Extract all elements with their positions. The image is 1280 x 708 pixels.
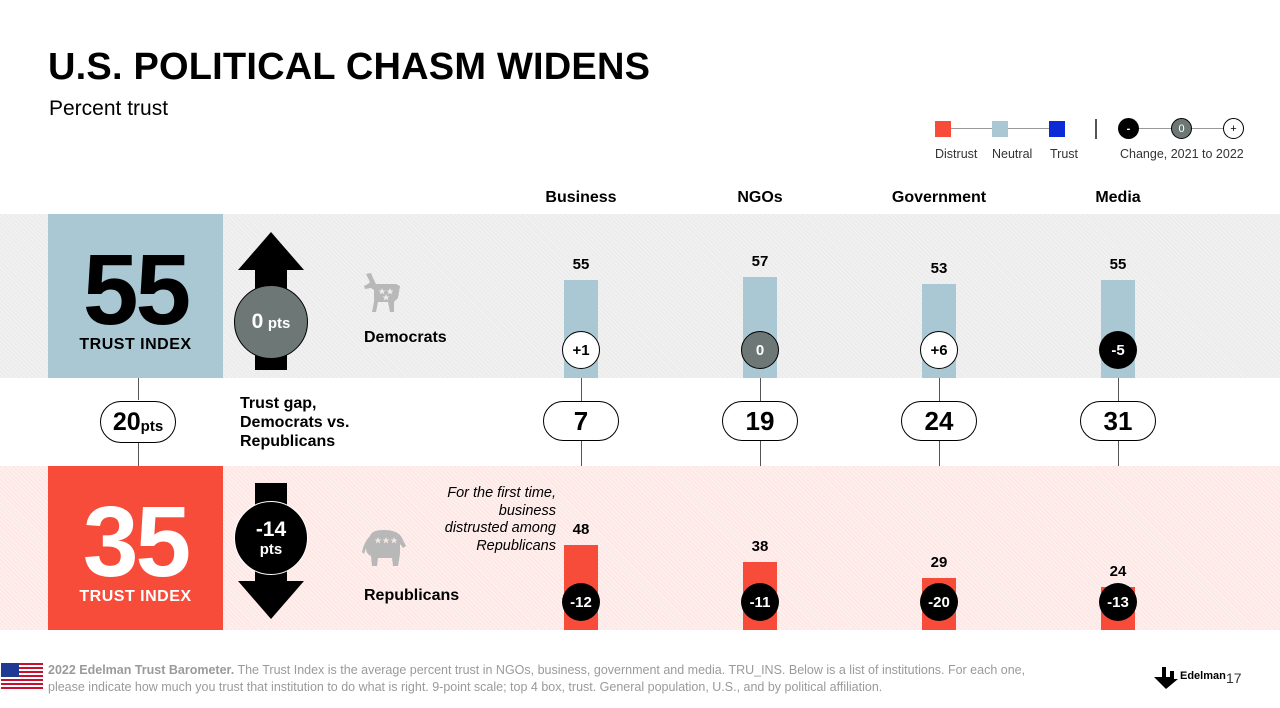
democrats-change-unit: pts — [267, 315, 291, 332]
legend-divider — [1095, 119, 1097, 139]
legend-change-label: Change, 2021 to 2022 — [1120, 147, 1244, 161]
republicans-bar-value-government: 29 — [930, 554, 948, 572]
democrats-label: Democrats — [364, 329, 447, 346]
legend-swatch-trust — [1049, 121, 1065, 137]
gap-pill-ngos: 19 — [722, 401, 798, 441]
gap-pill-government: 24 — [901, 401, 977, 441]
democrats-bar-value-business: 55 — [572, 256, 590, 274]
gap-label: Trust gap, Democrats vs. Republicans — [240, 395, 350, 451]
legend-label-neutral: Neutral — [992, 147, 1033, 161]
us-flag-icon — [1, 663, 43, 689]
edelman-brand: Edelman — [1180, 670, 1226, 682]
legend-swatch-neutral — [992, 121, 1008, 137]
page-subtitle: Percent trust — [49, 97, 169, 120]
gap-pill-media: 31 — [1080, 401, 1156, 441]
democrats-change-value: 0 — [251, 310, 264, 333]
column-header-ngos: NGOs — [737, 189, 783, 206]
democrats-trust-index-value: 55 — [82, 234, 191, 346]
footer-source: 2022 Edelman Trust Barometer. The Trust … — [48, 662, 1058, 696]
democrats-change-business: +1 — [562, 331, 600, 369]
footer-source-text: The Trust Index is the average percent t… — [48, 663, 1026, 694]
republicans-change-value: -14 — [255, 517, 287, 541]
republicans-trust-index-label: TRUST INDEX — [79, 588, 192, 605]
gap-pill-business: 7 — [543, 401, 619, 441]
republicans-label: Republicans — [364, 587, 460, 604]
legend-label-distrust: Distrust — [935, 147, 978, 161]
democrats-bar-value-ngos: 57 — [751, 252, 769, 270]
democrats-bar-value-media: 55 — [1109, 256, 1127, 274]
republicans-change-government: -20 — [920, 583, 958, 621]
legend-swatch-distrust — [935, 121, 951, 137]
column-header-government: Government — [891, 189, 987, 206]
republicans-bar-value-ngos: 38 — [751, 538, 769, 556]
index-connector-bottom — [138, 442, 139, 466]
democrats-change-media: -5 — [1099, 331, 1137, 369]
republicans-change-circle: -14 pts — [234, 501, 308, 575]
legend-change-zero: 0 — [1171, 118, 1192, 139]
elephant-icon — [362, 530, 406, 566]
democrats-bar-value-government: 53 — [930, 259, 948, 277]
column-header-business: Business — [545, 189, 617, 206]
democrats-change-circle: 0 pts — [234, 285, 308, 359]
overall-gap-pill: 20 pts — [100, 401, 176, 443]
index-connector-top — [138, 378, 139, 400]
footer-source-bold: 2022 Edelman Trust Barometer. — [48, 663, 235, 677]
donkey-icon — [364, 273, 400, 312]
legend-label-trust: Trust — [1050, 147, 1079, 161]
democrats-change-ngos: 0 — [741, 331, 779, 369]
republicans-change-unit: pts — [259, 541, 283, 559]
overall-gap-value: 20 — [112, 407, 141, 436]
democrats-change-government: +6 — [920, 331, 958, 369]
republicans-annotation: For the first time, business distrusted … — [444, 485, 556, 555]
page-title: U.S. POLITICAL CHASM WIDENS — [48, 46, 651, 88]
republicans-trust-index: 35 TRUST INDEX — [48, 466, 223, 630]
republicans-change-media: -13 — [1099, 583, 1137, 621]
democrats-trust-index: 55 TRUST INDEX — [48, 214, 223, 378]
column-header-media: Media — [1095, 189, 1141, 206]
republicans-bar-value-media: 24 — [1109, 563, 1127, 581]
republicans-trust-index-value: 35 — [82, 486, 191, 598]
republicans-change-ngos: -11 — [741, 583, 779, 621]
legend-change-neg: - — [1118, 118, 1139, 139]
legend: Distrust Neutral Trust - 0 + Change, 202… — [926, 118, 1256, 168]
republicans-change-business: -12 — [562, 583, 600, 621]
overall-gap-unit: pts — [140, 417, 164, 435]
republicans-bar-value-business: 48 — [572, 520, 590, 538]
page-number: 17 — [1226, 670, 1242, 686]
edelman-logo-icon — [1154, 667, 1178, 689]
democrats-trust-index-label: TRUST INDEX — [79, 336, 192, 353]
legend-change-pos: + — [1223, 118, 1244, 139]
